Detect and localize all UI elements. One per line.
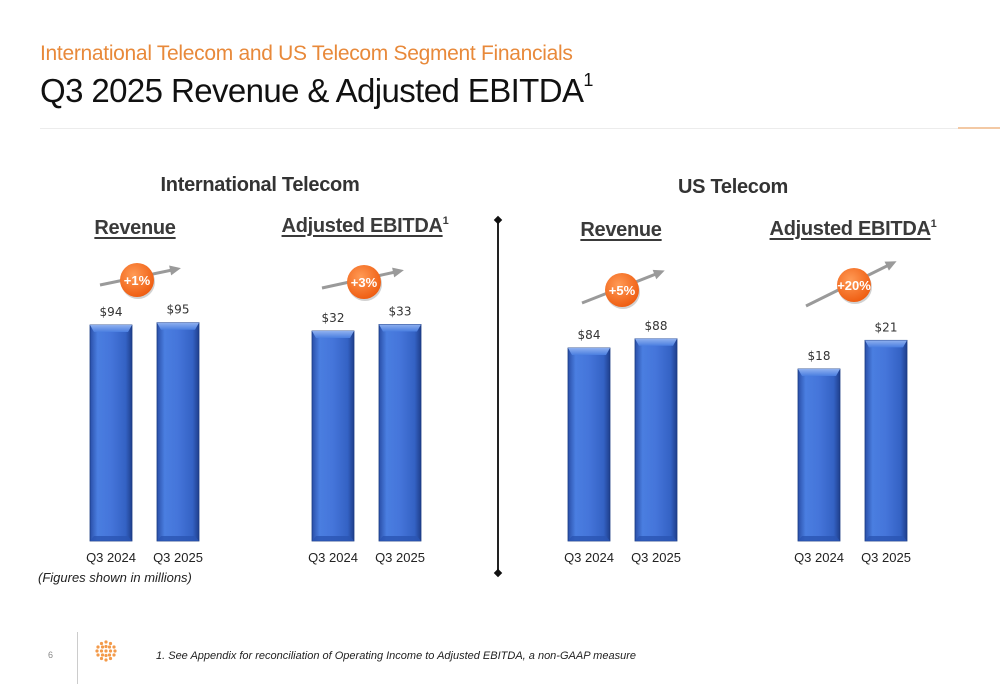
- footnote-mark: 1: [930, 218, 937, 231]
- x-tick-label: Q3 2025: [153, 550, 203, 565]
- change-badge: [837, 268, 871, 302]
- bar-q3-2025: [378, 324, 422, 542]
- change-badge: [605, 273, 639, 307]
- metric-title-intl-revenue: Revenue: [94, 217, 176, 239]
- bar-q3-2025: [156, 322, 200, 542]
- bar-q3-2024: [311, 330, 355, 542]
- bar-top-bevel: [90, 325, 132, 332]
- bar-q3-2024: [567, 347, 611, 542]
- bar-bottom-bevel: [798, 536, 840, 541]
- bar-top-bevel: [568, 348, 610, 355]
- x-tick-label: Q3 2024: [564, 550, 614, 565]
- bar-top-bevel: [157, 322, 199, 330]
- segment-title-international: International Telecom: [160, 174, 360, 196]
- data-label: $18: [808, 349, 831, 363]
- x-tick-label: Q3 2024: [794, 550, 844, 565]
- metric-title-intl-ebitda: Adjusted EBITDA1: [282, 215, 449, 238]
- data-label: $32: [322, 311, 345, 325]
- footnote-mark: 1: [442, 215, 449, 228]
- header-rule: [40, 128, 958, 129]
- footer-separator: [77, 632, 78, 684]
- slide-subtitle: International Telecom and US Telecom Seg…: [40, 42, 573, 65]
- header-accent-rule: [958, 127, 1000, 129]
- x-tick-label: Q3 2025: [861, 550, 911, 565]
- bar-bottom-bevel: [312, 536, 354, 541]
- bar-bottom-bevel: [865, 536, 907, 541]
- metric-title-us-ebitda: Adjusted EBITDA1: [770, 218, 937, 241]
- change-badge-label: +20%: [837, 278, 871, 293]
- growth-arrow-head-icon: [652, 269, 665, 280]
- data-label: $84: [578, 328, 601, 342]
- figures-note: (Figures shown in millions): [38, 570, 192, 585]
- change-badge-label: +3%: [351, 275, 378, 290]
- bar-q3-2024: [797, 368, 841, 542]
- growth-arrow-head-icon: [169, 265, 181, 276]
- data-label: $88: [645, 319, 668, 333]
- segment-title-us: US Telecom: [678, 176, 788, 198]
- data-label: $21: [875, 320, 898, 334]
- bar-bottom-bevel: [568, 536, 610, 541]
- metric-title-text: Adjusted EBITDA: [769, 218, 931, 240]
- x-tick-label: Q3 2024: [86, 550, 136, 565]
- metric-title-text: Adjusted EBITDA: [281, 215, 443, 237]
- data-label: $33: [389, 304, 412, 318]
- change-badge: [120, 263, 154, 297]
- bar-top-bevel: [798, 369, 840, 376]
- growth-arrow-head-icon: [884, 261, 897, 271]
- metric-title-us-revenue: Revenue: [580, 219, 662, 241]
- change-badge-label: +5%: [609, 283, 636, 298]
- footnote: 1. See Appendix for reconciliation of Op…: [156, 650, 636, 662]
- bar-q3-2025: [864, 339, 908, 542]
- slide-title-text: Q3 2025 Revenue & Adjusted EBITDA: [40, 72, 584, 109]
- bar-q3-2024: [89, 324, 133, 542]
- company-logo-icon: [95, 640, 117, 662]
- slide-title: Q3 2025 Revenue & Adjusted EBITDA1: [40, 70, 593, 110]
- bar-bottom-bevel: [635, 536, 677, 541]
- bar-top-bevel: [312, 331, 354, 338]
- data-label: $95: [167, 303, 190, 317]
- data-label: $94: [100, 305, 123, 319]
- bar-top-bevel: [379, 324, 421, 332]
- x-tick-label: Q3 2025: [631, 550, 681, 565]
- bar-bottom-bevel: [157, 536, 199, 541]
- change-badge: [347, 265, 381, 299]
- change-badge-label: +1%: [124, 273, 151, 288]
- bar-top-bevel: [865, 340, 907, 348]
- bar-bottom-bevel: [90, 536, 132, 541]
- x-tick-label: Q3 2024: [308, 550, 358, 565]
- bar-q3-2025: [634, 338, 678, 542]
- bar-top-bevel: [635, 338, 677, 346]
- growth-arrow-head-icon: [392, 267, 404, 278]
- bar-bottom-bevel: [379, 536, 421, 541]
- x-tick-label: Q3 2025: [375, 550, 425, 565]
- title-footnote-mark: 1: [583, 70, 593, 90]
- page-number: 6: [48, 650, 54, 660]
- segment-divider: [497, 220, 499, 574]
